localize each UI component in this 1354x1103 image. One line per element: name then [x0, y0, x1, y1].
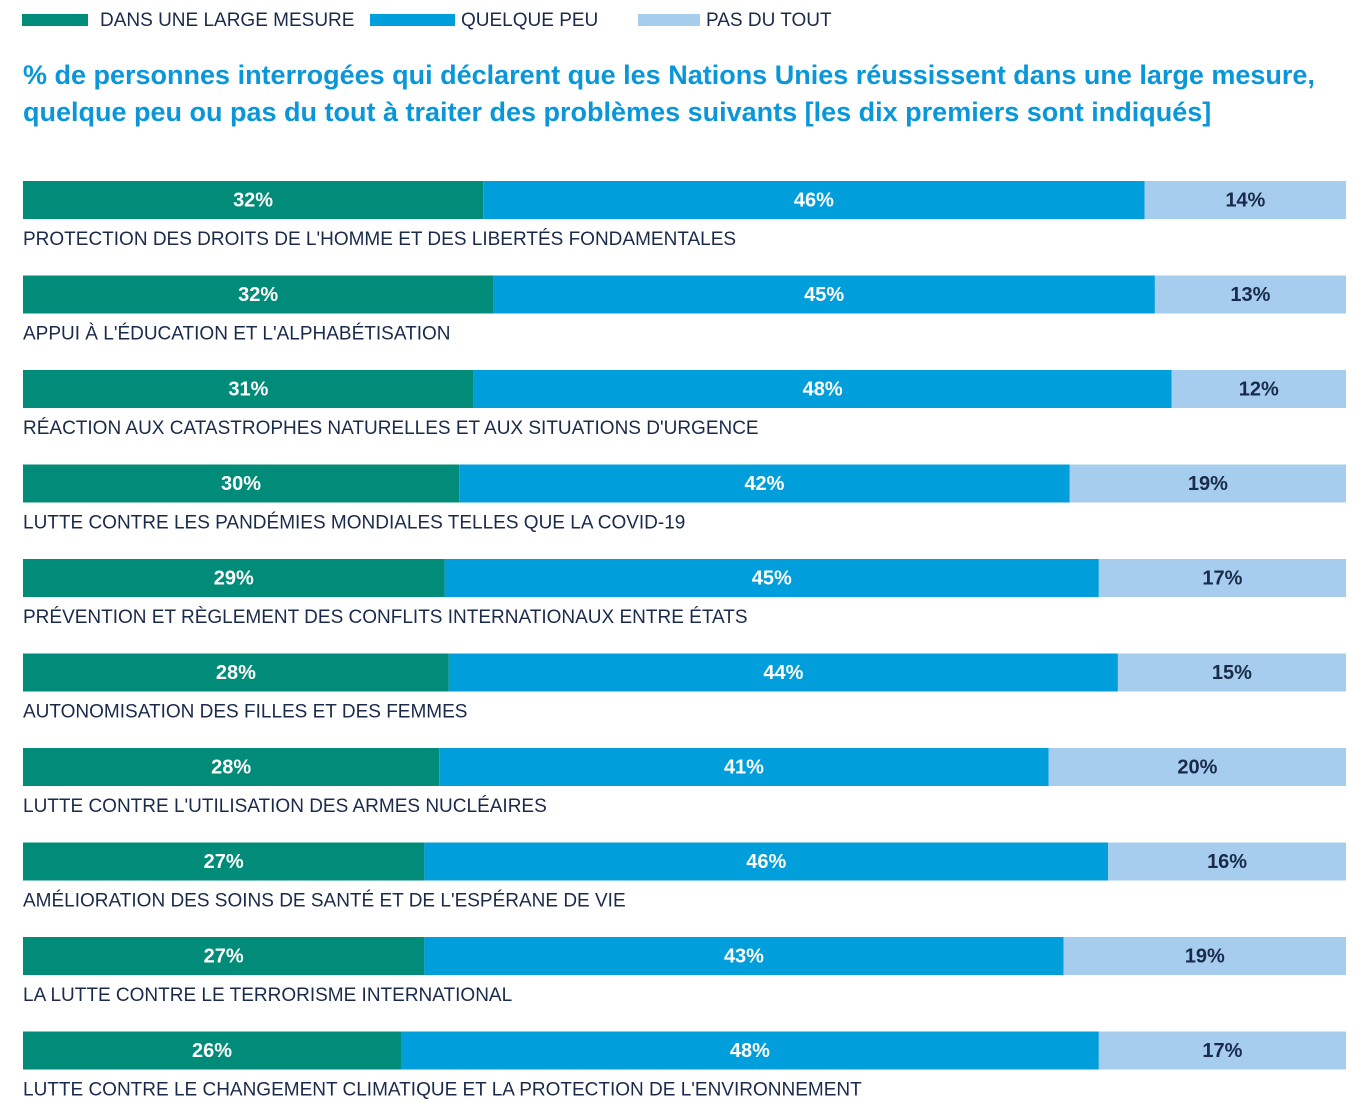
- bar-segment: [483, 181, 1145, 219]
- bar-segment: [1154, 275, 1346, 314]
- bar-segment: [424, 842, 1109, 881]
- data-label: 29%: [214, 567, 254, 589]
- legend-label: PAS DU TOUT: [706, 10, 832, 31]
- category-label: LA LUTTE CONTRE LE TERRORISME INTERNATIO…: [23, 985, 512, 1006]
- data-label: 44%: [763, 662, 803, 684]
- bar-segment: [424, 937, 1064, 975]
- data-label: 28%: [211, 756, 251, 778]
- data-label: 15%: [1212, 662, 1252, 684]
- data-label: 20%: [1177, 756, 1217, 778]
- bar-segment: [23, 842, 425, 881]
- data-label: 42%: [744, 473, 784, 495]
- bar-segment: [23, 275, 494, 314]
- data-label: 41%: [724, 756, 764, 778]
- category-label: LUTTE CONTRE LE CHANGEMENT CLIMATIQUE ET…: [23, 1080, 862, 1101]
- bar-segment: [459, 464, 1070, 503]
- bar-segment: [23, 559, 445, 597]
- data-label: 13%: [1230, 284, 1270, 306]
- data-label: 27%: [204, 945, 244, 967]
- bar-segment: [1108, 842, 1346, 881]
- data-label: 48%: [803, 378, 843, 400]
- data-label: 27%: [204, 851, 244, 873]
- data-label: 17%: [1202, 567, 1242, 589]
- bar-segment: [23, 370, 474, 408]
- bar-segment: [1098, 559, 1346, 597]
- chart-title: % de personnes interrogées qui déclarent…: [23, 60, 1315, 127]
- data-label: 19%: [1185, 945, 1225, 967]
- bar-segment: [23, 1031, 401, 1070]
- data-label: 26%: [192, 1040, 232, 1062]
- data-label: 46%: [794, 189, 834, 211]
- bar-segment: [23, 653, 449, 692]
- bar-segment: [1063, 937, 1346, 975]
- bar-segment: [23, 464, 460, 503]
- bar-segment: [444, 559, 1099, 597]
- bar-segment: [1069, 464, 1346, 503]
- category-label: PRÉVENTION ET RÈGLEMENT DES CONFLITS INT…: [23, 607, 748, 628]
- bar-segment: [23, 748, 440, 786]
- bar-segment: [1144, 181, 1346, 219]
- data-label: 46%: [746, 851, 786, 873]
- bar-segment: [493, 275, 1155, 314]
- bar-segment: [1048, 748, 1346, 786]
- data-label: 45%: [752, 567, 792, 589]
- data-label: 31%: [228, 378, 268, 400]
- bar-segment: [1171, 370, 1346, 408]
- bar-segment: [401, 1031, 1099, 1070]
- data-label: 32%: [233, 189, 273, 211]
- bar-segment: [473, 370, 1172, 408]
- data-label: 32%: [238, 284, 278, 306]
- legend-label: DANS UNE LARGE MESURE: [100, 10, 354, 31]
- bar-segment: [23, 937, 425, 975]
- data-label: 28%: [216, 662, 256, 684]
- data-label: 30%: [221, 473, 261, 495]
- legend-swatch: [638, 14, 700, 26]
- data-label: 17%: [1202, 1040, 1242, 1062]
- data-label: 45%: [804, 284, 844, 306]
- legend-label: QUELQUE PEU: [461, 10, 598, 31]
- category-label: APPUI À L'ÉDUCATION ET L'ALPHABÉTISATION: [23, 324, 450, 345]
- bar-segment: [1098, 1031, 1346, 1070]
- bar-segment: [448, 653, 1118, 692]
- bar-segment: [1117, 653, 1346, 692]
- bar-segment: [23, 181, 484, 219]
- data-label: 43%: [724, 945, 764, 967]
- category-label: AMÉLIORATION DES SOINS DE SANTÉ ET DE L'…: [23, 891, 626, 912]
- legend-swatch: [370, 14, 455, 26]
- legend-swatch: [22, 14, 88, 26]
- data-label: 48%: [730, 1040, 770, 1062]
- category-label: AUTONOMISATION DES FILLES ET DES FEMMES: [23, 702, 467, 723]
- data-label: 19%: [1188, 473, 1228, 495]
- category-label: LUTTE CONTRE LES PANDÉMIES MONDIALES TEL…: [23, 513, 685, 534]
- data-label: 14%: [1225, 189, 1265, 211]
- bar-segment: [439, 748, 1049, 786]
- category-label: PROTECTION DES DROITS DE L'HOMME ET DES …: [23, 229, 736, 250]
- data-label: 12%: [1239, 378, 1279, 400]
- data-label: 16%: [1207, 851, 1247, 873]
- category-label: LUTTE CONTRE L'UTILISATION DES ARMES NUC…: [23, 796, 547, 817]
- category-label: RÉACTION AUX CATASTROPHES NATURELLES ET …: [23, 418, 759, 439]
